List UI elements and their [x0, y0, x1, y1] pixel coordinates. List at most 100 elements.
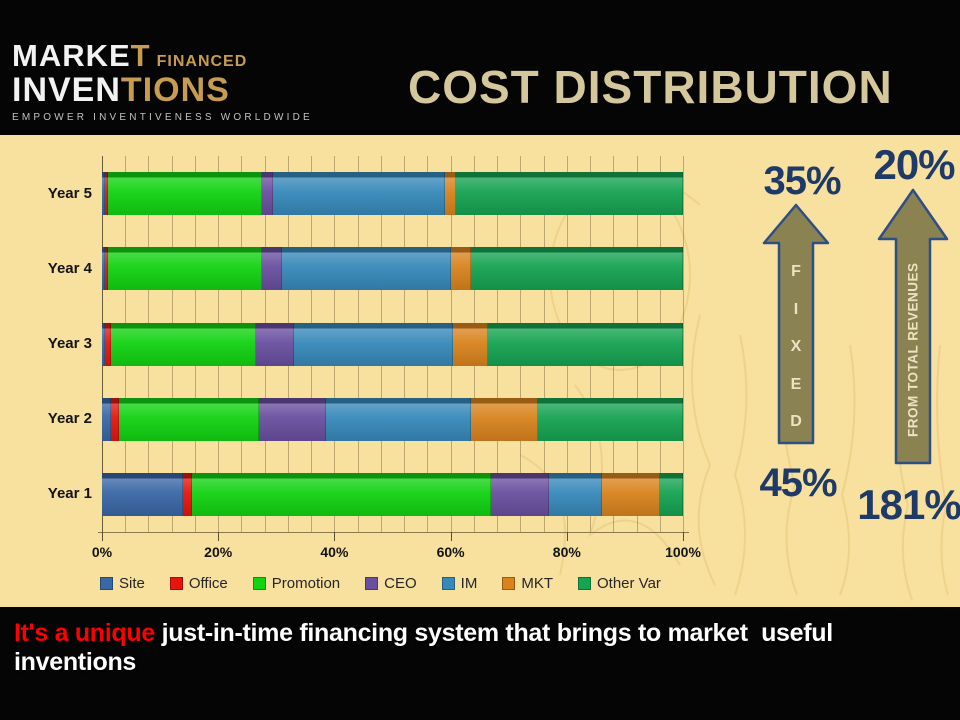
y-category-label: Year 1 [47, 485, 92, 503]
bar-segment-mkt [453, 322, 489, 366]
footer-rest-text: just-in-time financing system that bring… [14, 619, 840, 676]
legend-swatch [502, 577, 516, 590]
x-tick-label: 100% [665, 544, 701, 560]
revenues-bottom-percent: 181% [857, 481, 960, 528]
legend-item-site: Site [100, 575, 145, 592]
y-category-label: Year 5 [47, 184, 92, 202]
bar-segment-office [104, 172, 108, 216]
bar-segment-im [293, 322, 454, 366]
x-tick-label: 0% [91, 544, 113, 560]
bar-segment-site [102, 247, 105, 291]
bar-row [102, 322, 683, 366]
x-tick-label: 80% [552, 544, 581, 560]
legend-item-office: Office [169, 575, 228, 592]
fixed-arrow-letter: F [791, 263, 801, 280]
bar-segment-promotion [107, 172, 262, 216]
logo-inventions-white: INVEN [12, 71, 121, 109]
logo-financed: FINANCED [156, 53, 248, 70]
footer-message: It's a unique just-in-time financing sys… [0, 607, 960, 677]
bar-segment-other-var [470, 247, 683, 291]
x-axis-tick [566, 532, 568, 541]
footer-highlight-text: It's a unique [14, 619, 155, 647]
logo-line-2: INVENTIONS [12, 73, 262, 107]
x-axis-tick [218, 532, 220, 541]
bar-segment-ceo [491, 472, 550, 516]
legend-item-im: IM [441, 575, 478, 592]
bar-segment-other-var [456, 172, 683, 216]
bar-segment-site [102, 397, 111, 441]
bar-segment-im [325, 397, 471, 441]
legend-swatch [100, 577, 113, 590]
bar-row [102, 247, 683, 291]
x-axis-tick [683, 532, 684, 541]
logo-line-1: MARKET FINANCED [12, 40, 262, 71]
bar-segment-ceo [255, 322, 294, 366]
legend-label: Site [119, 575, 145, 592]
bar-segment-office [104, 322, 111, 366]
bar-segment-im [282, 247, 451, 291]
bar-segment-site [102, 172, 105, 216]
bar-segment-promotion [119, 397, 259, 441]
bar-segment-site [102, 472, 184, 516]
revenues-arrow-label: FROM TOTAL REVENUES [905, 262, 921, 438]
bar-segment-other-var [537, 397, 683, 441]
bar-segment-ceo [258, 397, 326, 441]
x-axis-tick [334, 532, 336, 541]
logo-market-white: MARKE [12, 38, 131, 73]
bar-segment-mkt [444, 172, 457, 216]
legend-label: Office [188, 575, 228, 592]
x-axis-line [98, 532, 689, 533]
fixed-arrow-label: F I X E D [780, 263, 812, 431]
y-category-label: Year 3 [47, 335, 92, 352]
legend-item-promotion: Promotion [252, 575, 341, 592]
legend-swatch [169, 577, 183, 590]
legend-item-other-var: Other Var [578, 575, 661, 592]
y-category-label: Year 2 [47, 410, 92, 428]
bar-row [102, 397, 683, 441]
legend-label: IM [460, 575, 478, 592]
bar-segment-site [102, 322, 105, 366]
legend-label: Other Var [597, 575, 661, 592]
legend-item-mkt: MKT [502, 575, 553, 592]
bar-segment-office [110, 397, 120, 441]
bar-segment-office [183, 472, 193, 516]
bar-segment-promotion [192, 472, 492, 516]
fixed-bottom-percent: 45% [759, 461, 837, 505]
legend-label: MKT [521, 575, 553, 592]
bar-segment-other-var [659, 472, 683, 516]
page-title: COST DISTRIBUTION [408, 61, 893, 113]
x-axis-tick [102, 532, 103, 541]
fixed-arrow-letter: E [790, 375, 802, 393]
bar-segment-im [273, 172, 445, 216]
fixed-top-percent: 35% [763, 159, 841, 203]
bar-row [102, 172, 683, 216]
fixed-arrow-letter: I [793, 300, 799, 318]
bar-segment-other-var [488, 322, 683, 366]
chart-legend: Site Office Promotion CEO IM MKT Other Var [100, 575, 661, 592]
legend-item-ceo: CEO [365, 575, 417, 592]
fixed-arrow-letter: D [790, 413, 802, 430]
legend-swatch [252, 577, 266, 590]
x-tick-label: 40% [320, 544, 349, 560]
bar-segment-mkt [601, 472, 660, 516]
bar-segment-mkt [450, 247, 471, 291]
logo-tagline: EMPOWER INVENTIVENESS WORLDWIDE [12, 112, 313, 123]
bar-segment-promotion [110, 322, 256, 366]
x-tick-label: 60% [436, 544, 465, 560]
legend-label: Promotion [271, 575, 341, 592]
x-axis-tick [450, 532, 452, 541]
bar-segment-im [549, 472, 602, 516]
y-category-label: Year 4 [47, 259, 92, 277]
legend-swatch [578, 577, 591, 590]
footer-band: It's a unique just-in-time financing sys… [0, 607, 960, 720]
logo-market-gold: T [130, 38, 151, 73]
gridline [683, 156, 684, 532]
legend-label: CEO [384, 575, 417, 592]
chart-area: 0% 20% 40% 60% 80% 100% Year 5 Year 4 Year 3 Year… [0, 135, 960, 607]
bar-segment-office [104, 247, 108, 291]
company-logo: MARKET FINANCED INVENTIONS EMPOWER INVENT… [12, 40, 313, 123]
x-tick-label: 20% [204, 544, 233, 560]
fixed-arrow-letter: X [790, 338, 802, 355]
bar-segment-ceo [261, 172, 274, 216]
